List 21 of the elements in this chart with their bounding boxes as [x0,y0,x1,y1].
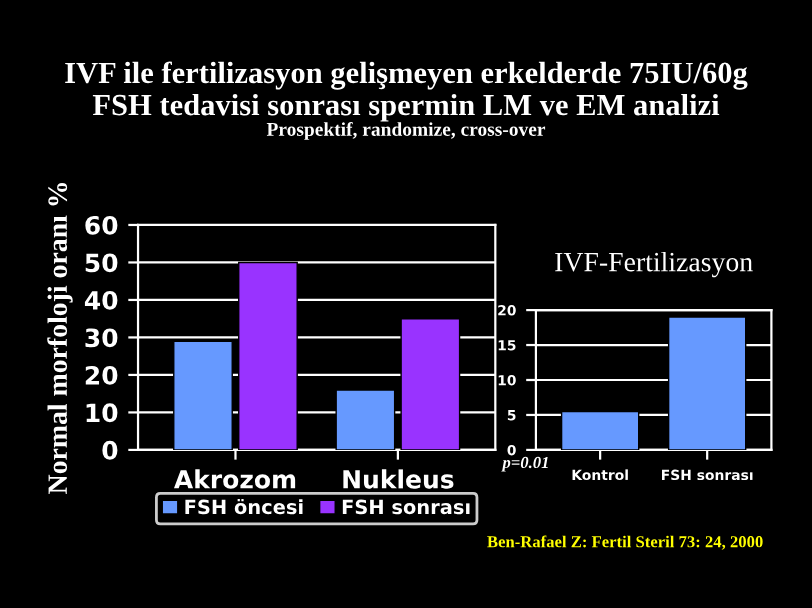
legend-label: FSH öncesi [185,498,303,515]
x-tick-label: Akrozom [173,469,296,489]
y-tick-label: 30 [85,328,118,348]
x-tick-label: Nukleus [343,469,454,489]
chart-title: IVF-Fertilizasyon [555,251,753,278]
bar [400,317,461,450]
y-tick-label: 40 [84,290,118,310]
y-axis-title: Normal morfoloji oranı % [47,183,73,494]
chart-title: IVF ile fertilizasyon gelişmeyen erkelderde 75IU/60g FSH tedavisi sonrası spermin LM ve EM analizi [65,61,748,122]
y-tick-label: 0 [102,440,118,460]
y-tick-label: 60 [85,215,118,235]
bar [335,389,396,450]
y-tick-label: 20 [85,365,118,385]
text: p=0.01 [501,456,548,472]
legend-label: FSH sonrası [342,499,470,515]
y-tick-label: 10 [86,403,118,423]
y-tick-label: 50 [85,253,118,273]
text: Ben-Rafael Z: Fertil Steril 73: 24, 2000 [487,535,763,550]
bar [173,340,233,450]
chart-subtitle: Prospektif, randomize, cross-over [266,122,546,140]
bar [238,261,298,450]
